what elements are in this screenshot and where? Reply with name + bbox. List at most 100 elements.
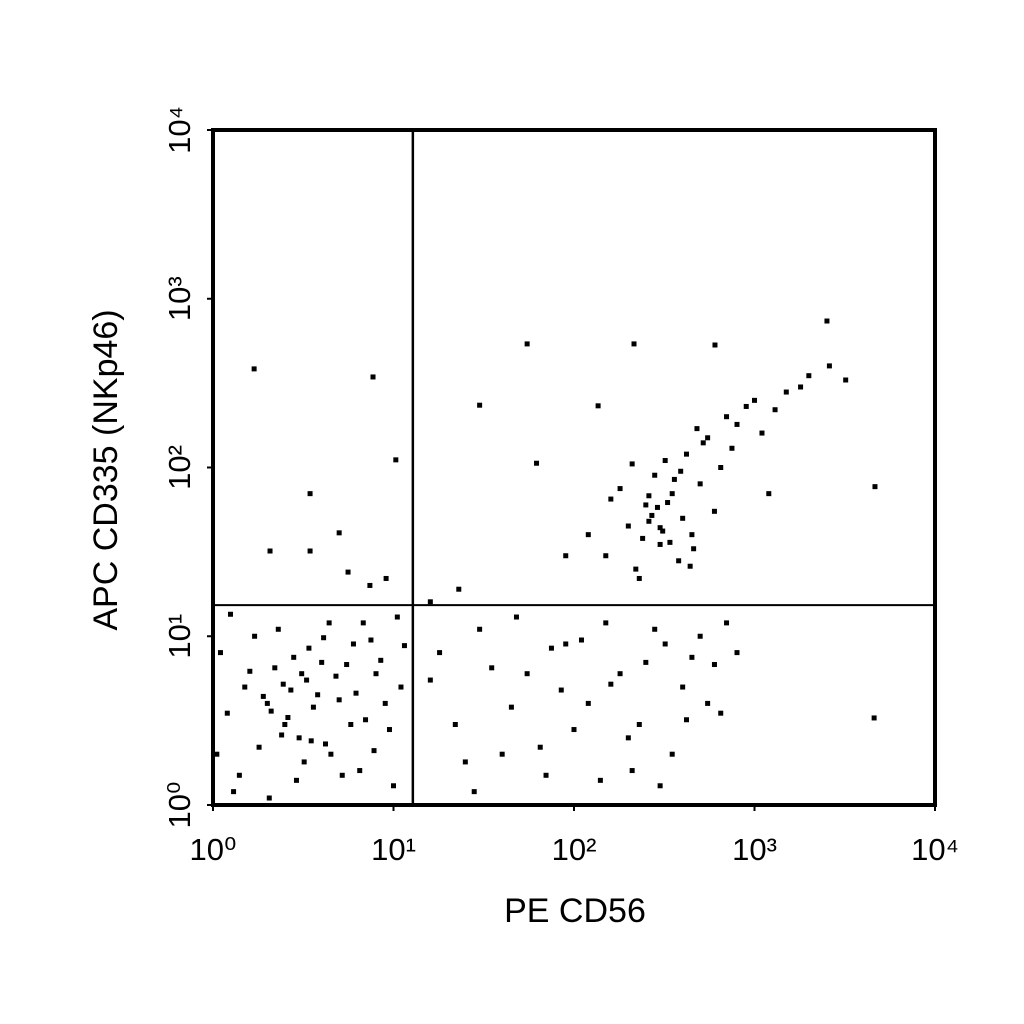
- y-axis-title: APC CD335 (NKp46): [87, 309, 125, 630]
- point: [683, 451, 689, 457]
- point: [662, 641, 668, 647]
- plot-frame: [211, 128, 937, 807]
- point: [368, 637, 374, 643]
- point: [643, 502, 649, 508]
- x-tick-label: 10¹: [371, 832, 416, 867]
- point: [671, 476, 677, 482]
- point: [654, 504, 660, 510]
- point: [558, 687, 564, 693]
- point: [382, 700, 388, 706]
- point: [357, 768, 363, 774]
- point: [806, 373, 812, 379]
- x-tick-label: 10³: [732, 832, 777, 867]
- point: [524, 341, 530, 347]
- point: [689, 532, 695, 538]
- point: [563, 553, 569, 559]
- point: [712, 342, 718, 348]
- point: [752, 397, 757, 403]
- point: [729, 445, 735, 451]
- point: [360, 620, 366, 626]
- point: [393, 457, 399, 463]
- point: [378, 657, 384, 663]
- point: [657, 541, 663, 547]
- point: [667, 539, 673, 545]
- point: [669, 751, 675, 757]
- point: [608, 681, 614, 687]
- point: [427, 599, 433, 605]
- point: [456, 586, 462, 592]
- y-tick-label: 10⁰: [162, 782, 197, 829]
- point: [718, 465, 724, 470]
- point: [336, 530, 342, 536]
- point: [321, 635, 327, 641]
- y-tick-label: 10²: [162, 445, 197, 490]
- point: [697, 481, 703, 487]
- point: [578, 637, 584, 643]
- point: [585, 532, 591, 538]
- point: [508, 704, 514, 710]
- point: [391, 783, 396, 789]
- point: [640, 535, 646, 541]
- point: [304, 677, 310, 683]
- point: [683, 717, 689, 723]
- point: [711, 662, 717, 668]
- point: [272, 665, 278, 671]
- point: [631, 341, 637, 347]
- point: [678, 468, 684, 474]
- point: [872, 484, 878, 490]
- point: [296, 735, 302, 741]
- point: [333, 673, 339, 679]
- point: [513, 614, 519, 620]
- point: [288, 687, 294, 693]
- point: [691, 546, 697, 552]
- point: [636, 721, 642, 727]
- point: [689, 654, 695, 660]
- point: [394, 614, 400, 620]
- point: [617, 671, 623, 677]
- point: [662, 458, 668, 464]
- point: [217, 650, 223, 656]
- point: [231, 789, 237, 795]
- point: [339, 772, 345, 778]
- point: [608, 496, 614, 502]
- point: [386, 727, 392, 733]
- point: [264, 700, 270, 706]
- point: [242, 684, 248, 690]
- point: [743, 403, 749, 409]
- point: [336, 697, 342, 703]
- point: [291, 654, 297, 660]
- point: [652, 626, 658, 632]
- point: [824, 318, 830, 324]
- point: [705, 700, 711, 706]
- point: [275, 626, 281, 632]
- y-tick-label: 10³: [162, 276, 197, 321]
- point: [665, 500, 671, 506]
- point: [700, 440, 706, 446]
- point: [524, 671, 530, 677]
- point: [462, 759, 468, 765]
- point: [252, 633, 258, 639]
- point: [643, 659, 649, 665]
- point: [652, 472, 658, 478]
- point: [563, 641, 569, 647]
- point: [543, 772, 549, 778]
- point: [537, 744, 543, 750]
- point: [227, 611, 233, 617]
- point: [603, 553, 609, 559]
- point: [307, 548, 313, 554]
- point: [322, 741, 328, 747]
- point: [260, 693, 266, 699]
- point: [597, 777, 603, 783]
- point: [617, 486, 623, 492]
- point: [660, 528, 666, 534]
- point: [766, 491, 772, 497]
- point: [256, 744, 262, 750]
- point: [306, 645, 312, 651]
- point: [279, 732, 285, 738]
- point: [826, 363, 832, 369]
- y-tick-label: 10¹: [162, 614, 197, 659]
- point: [437, 650, 443, 656]
- point: [452, 721, 458, 727]
- point: [772, 407, 778, 413]
- point: [266, 795, 272, 801]
